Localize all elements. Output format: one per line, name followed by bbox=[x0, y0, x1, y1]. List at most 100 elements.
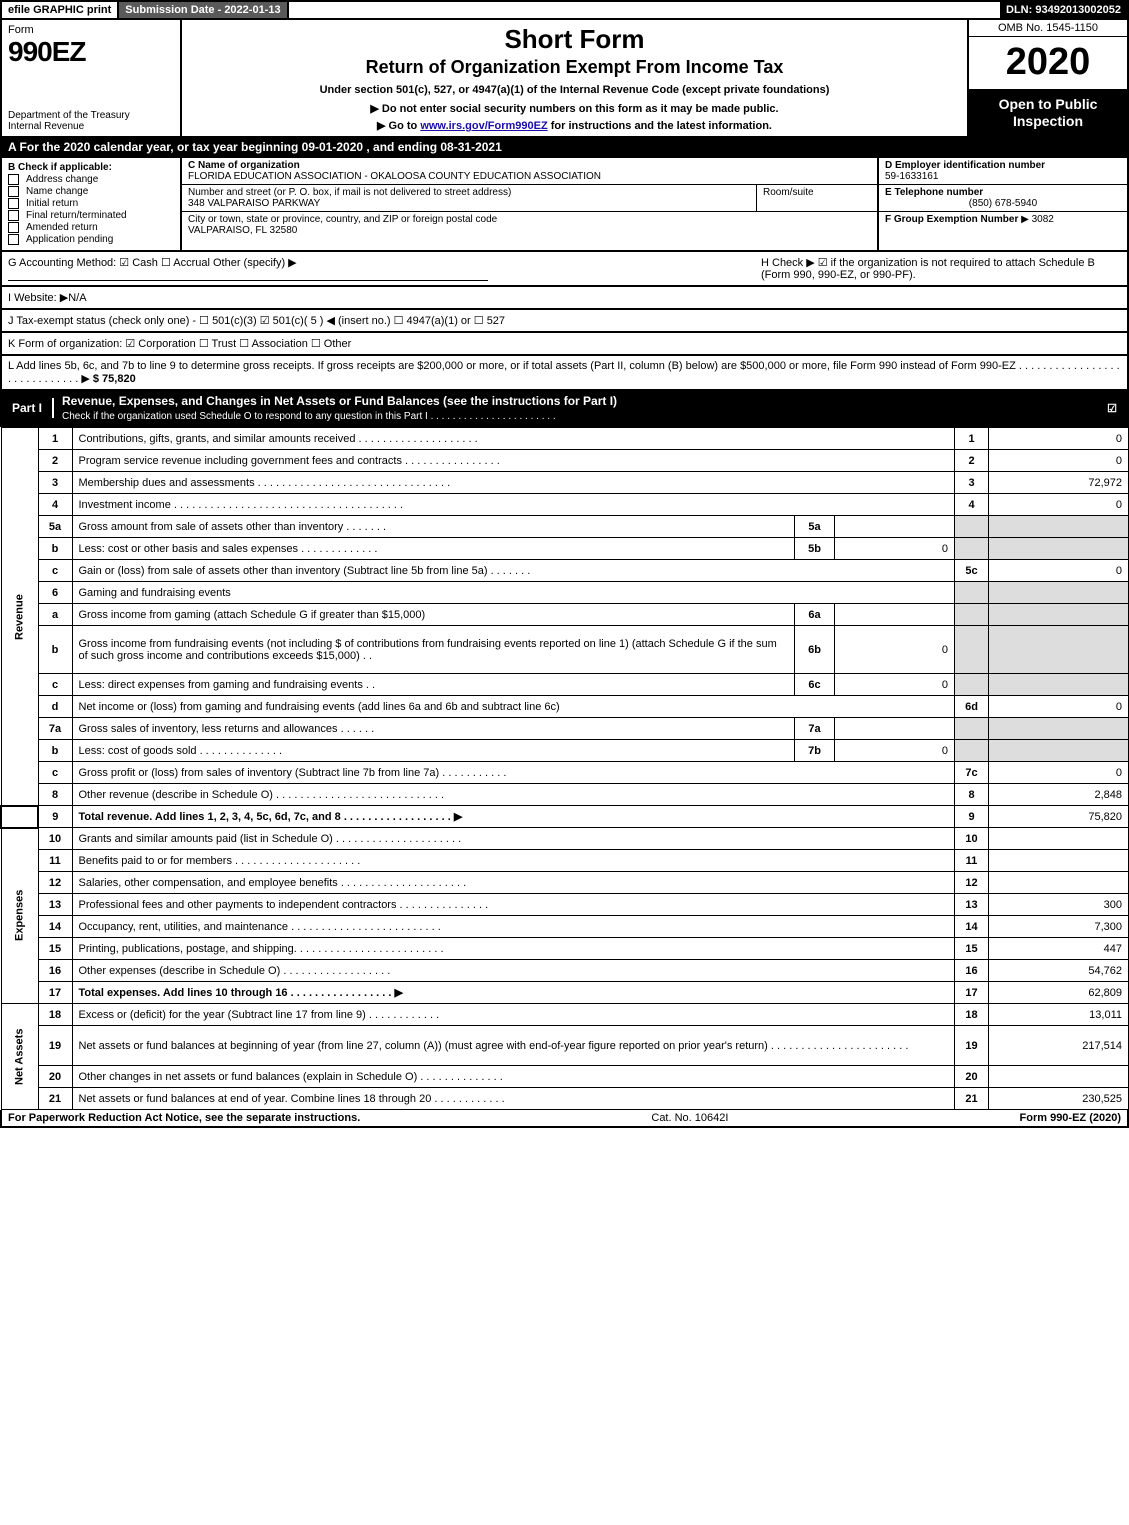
l5a-rnum bbox=[955, 516, 989, 538]
footer-left: For Paperwork Reduction Act Notice, see … bbox=[8, 1112, 360, 1124]
l5c-desc: Gain or (loss) from sale of assets other… bbox=[72, 560, 955, 582]
cb-initial-return[interactable]: Initial return bbox=[8, 198, 174, 209]
irs-link[interactable]: www.irs.gov/Form990EZ bbox=[420, 120, 547, 132]
l6c-num: c bbox=[38, 674, 72, 696]
box-c-city-label: City or town, state or province, country… bbox=[188, 214, 497, 225]
part1-title: Revenue, Expenses, and Changes in Net As… bbox=[54, 391, 1097, 425]
submission-date: Submission Date - 2022-01-13 bbox=[119, 2, 288, 18]
group-exemption-value: ▶ 3082 bbox=[1021, 214, 1054, 225]
l11-rval bbox=[989, 850, 1129, 872]
box-c-name-label: C Name of organization bbox=[188, 160, 300, 171]
cb-application-pending[interactable]: Application pending bbox=[8, 234, 174, 245]
cb-initial-return-label: Initial return bbox=[26, 198, 78, 209]
l17-desc: Total expenses. Add lines 10 through 16 … bbox=[72, 982, 955, 1004]
l6c-desc: Less: direct expenses from gaming and fu… bbox=[72, 674, 795, 696]
l7b-sub: 7b bbox=[795, 740, 835, 762]
l21-desc: Net assets or fund balances at end of ye… bbox=[72, 1088, 955, 1110]
l9-num: 9 bbox=[38, 806, 72, 828]
efile-print-label[interactable]: efile GRAPHIC print bbox=[2, 2, 119, 18]
l19-rnum: 19 bbox=[955, 1026, 989, 1066]
header-right: OMB No. 1545-1150 2020 Open to Public In… bbox=[967, 20, 1127, 136]
room-suite-label: Room/suite bbox=[757, 185, 877, 211]
l12-desc: Salaries, other compensation, and employ… bbox=[72, 872, 955, 894]
l6c-rnum bbox=[955, 674, 989, 696]
l21-rnum: 21 bbox=[955, 1088, 989, 1110]
footer-right: Form 990-EZ (2020) bbox=[1020, 1112, 1121, 1124]
box-e-label: E Telephone number bbox=[885, 187, 983, 198]
l6d-rval: 0 bbox=[989, 696, 1129, 718]
l7a-desc: Gross sales of inventory, less returns a… bbox=[72, 718, 795, 740]
row-l-gross-receipts: L Add lines 5b, 6c, and 7b to line 9 to … bbox=[0, 356, 1129, 391]
l17-rnum: 17 bbox=[955, 982, 989, 1004]
l6-desc: Gaming and fundraising events bbox=[72, 582, 955, 604]
l6-num: 6 bbox=[38, 582, 72, 604]
header-left: Form 990EZ Department of the Treasury In… bbox=[2, 20, 182, 136]
box-b-title: B Check if applicable: bbox=[8, 162, 174, 173]
l5a-desc: Gross amount from sale of assets other t… bbox=[72, 516, 795, 538]
l18-num: 18 bbox=[38, 1004, 72, 1026]
l3-desc: Membership dues and assessments . . . . … bbox=[72, 472, 955, 494]
row-k-form-of-org: K Form of organization: ☑ Corporation ☐ … bbox=[0, 333, 1129, 356]
cb-name-change-label: Name change bbox=[26, 186, 88, 197]
l2-rval: 0 bbox=[989, 450, 1129, 472]
l20-rnum: 20 bbox=[955, 1066, 989, 1088]
l19-desc: Net assets or fund balances at beginning… bbox=[72, 1026, 955, 1066]
l6b-rnum bbox=[955, 626, 989, 674]
l8-rval: 2,848 bbox=[989, 784, 1129, 806]
l14-rval: 7,300 bbox=[989, 916, 1129, 938]
l1-rval: 0 bbox=[989, 428, 1129, 450]
l6-rnum bbox=[955, 582, 989, 604]
l13-num: 13 bbox=[38, 894, 72, 916]
l6d-num: d bbox=[38, 696, 72, 718]
l14-desc: Occupancy, rent, utilities, and maintena… bbox=[72, 916, 955, 938]
l7a-rval bbox=[989, 718, 1129, 740]
l7c-rval: 0 bbox=[989, 762, 1129, 784]
header-middle: Short Form Return of Organization Exempt… bbox=[182, 20, 967, 136]
cb-address-change-label: Address change bbox=[26, 174, 98, 185]
l5b-desc: Less: cost or other basis and sales expe… bbox=[72, 538, 795, 560]
l20-num: 20 bbox=[38, 1066, 72, 1088]
form-label: Form bbox=[8, 24, 174, 36]
l18-rnum: 18 bbox=[955, 1004, 989, 1026]
l7b-desc: Less: cost of goods sold . . . . . . . .… bbox=[72, 740, 795, 762]
l5b-rval bbox=[989, 538, 1129, 560]
l7c-desc: Gross profit or (loss) from sales of inv… bbox=[72, 762, 955, 784]
l14-rnum: 14 bbox=[955, 916, 989, 938]
l21-num: 21 bbox=[38, 1088, 72, 1110]
org-city: VALPARAISO, FL 32580 bbox=[188, 225, 297, 236]
cb-address-change[interactable]: Address change bbox=[8, 174, 174, 185]
cb-amended-return-label: Amended return bbox=[26, 222, 98, 233]
open-to-public-label: Open to Public Inspection bbox=[969, 90, 1127, 136]
l16-rnum: 16 bbox=[955, 960, 989, 982]
cb-amended-return[interactable]: Amended return bbox=[8, 222, 174, 233]
l11-rnum: 11 bbox=[955, 850, 989, 872]
footer-mid: Cat. No. 10642I bbox=[651, 1112, 728, 1124]
l6-rval bbox=[989, 582, 1129, 604]
l6b-num: b bbox=[38, 626, 72, 674]
part1-subnote: Check if the organization used Schedule … bbox=[62, 411, 556, 422]
cb-final-return[interactable]: Final return/terminated bbox=[8, 210, 174, 221]
l6a-subval bbox=[835, 604, 955, 626]
form-number: 990EZ bbox=[8, 36, 174, 68]
phone-value: (850) 678-5940 bbox=[885, 198, 1121, 209]
dln-label: DLN: 93492013002052 bbox=[1000, 2, 1127, 18]
cb-name-change[interactable]: Name change bbox=[8, 186, 174, 197]
l15-num: 15 bbox=[38, 938, 72, 960]
l18-rval: 13,011 bbox=[989, 1004, 1129, 1026]
l5b-rnum bbox=[955, 538, 989, 560]
l1-desc: Contributions, gifts, grants, and simila… bbox=[72, 428, 955, 450]
l11-desc: Benefits paid to or for members . . . . … bbox=[72, 850, 955, 872]
l6c-sub: 6c bbox=[795, 674, 835, 696]
l2-rnum: 2 bbox=[955, 450, 989, 472]
l7a-rnum bbox=[955, 718, 989, 740]
l4-num: 4 bbox=[38, 494, 72, 516]
top-bar: efile GRAPHIC print Submission Date - 20… bbox=[0, 0, 1129, 20]
l1-num: 1 bbox=[38, 428, 72, 450]
box-bcdef: B Check if applicable: Address change Na… bbox=[0, 158, 1129, 252]
l6c-subval: 0 bbox=[835, 674, 955, 696]
l9-rnum: 9 bbox=[955, 806, 989, 828]
l6a-sub: 6a bbox=[795, 604, 835, 626]
l16-num: 16 bbox=[38, 960, 72, 982]
l6b-rval bbox=[989, 626, 1129, 674]
row-g-h: G Accounting Method: ☑ Cash ☐ Accrual Ot… bbox=[0, 252, 1129, 287]
